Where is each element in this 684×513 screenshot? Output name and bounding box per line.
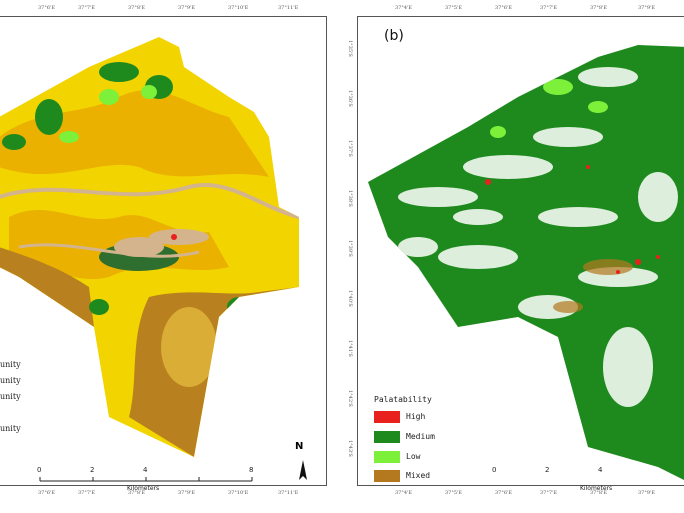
map-panel-b — [357, 16, 684, 486]
tick-label: 37°10'E — [228, 5, 249, 11]
tick-label: 37°8'E — [128, 490, 146, 496]
tick-label: 37°6'E — [495, 5, 513, 11]
legend-label-high: High — [406, 412, 426, 421]
tick-label: 37°8'E — [590, 5, 608, 11]
legend-row-low: Low — [374, 451, 454, 463]
tick-label: 37°6'E — [495, 490, 513, 496]
lat-tick-label: 1°40'S — [347, 290, 353, 307]
tick-label: 37°6'E — [38, 5, 56, 11]
tick-label: 37°11'E — [278, 5, 299, 11]
tick-label: 37°10'E — [228, 490, 249, 496]
lat-tick-label: 1°38'S — [347, 190, 353, 207]
legend-row-medium: Medium — [374, 431, 454, 443]
scale-a-title: Kilometers — [127, 485, 160, 492]
tick-label: 37°7'E — [540, 490, 558, 496]
tick-label: 37°11'E — [278, 490, 299, 496]
legend-a-item: unity — [0, 376, 21, 385]
tick-label: 37°9'E — [638, 5, 656, 11]
lat-tick-label: 1°37'S — [347, 140, 353, 157]
legend-a-item: unity — [0, 392, 21, 401]
legend-row-mixed: Mixed — [374, 470, 454, 482]
scale-a-label: 8 — [249, 466, 254, 474]
palatability-map-b — [368, 45, 684, 480]
legend-a-item: unity — [0, 424, 21, 433]
legend-swatch-high — [374, 411, 400, 423]
legend-swatch-low — [374, 451, 400, 463]
north-arrow-label: N — [295, 441, 304, 452]
tick-label: 37°6'E — [38, 490, 56, 496]
tick-label: 37°4'E — [395, 5, 413, 11]
legend-b-title: Palatability — [374, 395, 432, 404]
tick-label: 37°9'E — [638, 490, 656, 496]
scale-b-label: 0 — [492, 466, 497, 474]
legend-label-low: Low — [406, 452, 421, 461]
legend-swatch-mixed — [374, 470, 400, 482]
tick-label: 37°8'E — [128, 5, 146, 11]
legend-swatch-medium — [374, 431, 400, 443]
tick-label: 37°9'E — [178, 5, 196, 11]
scale-a-label: 2 — [90, 466, 95, 474]
legend-label-mixed: Mixed — [406, 471, 431, 480]
lat-tick-label: 1°36'S — [347, 90, 353, 107]
tick-label: 37°7'E — [540, 5, 558, 11]
lat-tick-label: 1°41'S — [347, 340, 353, 357]
lat-tick-label: 1°35'S — [347, 40, 353, 57]
map-panel-a — [0, 16, 327, 486]
tick-label: 37°7'E — [78, 5, 96, 11]
scale-a-label: 4 — [143, 466, 148, 474]
scale-b-label: 4 — [598, 466, 603, 474]
scale-b-title: Kilometers — [580, 485, 613, 492]
legend-row-high: High — [374, 411, 454, 423]
tick-label: 37°5'E — [445, 490, 463, 496]
tick-label: 37°7'E — [78, 490, 96, 496]
tick-label: 37°4'E — [395, 490, 413, 496]
panel-b-label: (b) — [384, 28, 404, 44]
scale-a-label: 0 — [37, 466, 42, 474]
lat-tick-label: 1°39'S — [347, 240, 353, 257]
tick-label: 37°8'E — [590, 490, 608, 496]
land-cover-map-a — [0, 37, 299, 457]
legend-a-item: unity — [0, 360, 21, 369]
tick-label: 37°9'E — [178, 490, 196, 496]
lat-tick-label: 1°43'S — [347, 440, 353, 457]
legend-label-medium: Medium — [406, 432, 435, 441]
lat-tick-label: 1°42'S — [347, 390, 353, 407]
scale-b-label: 2 — [545, 466, 550, 474]
tick-label: 37°5'E — [445, 5, 463, 11]
